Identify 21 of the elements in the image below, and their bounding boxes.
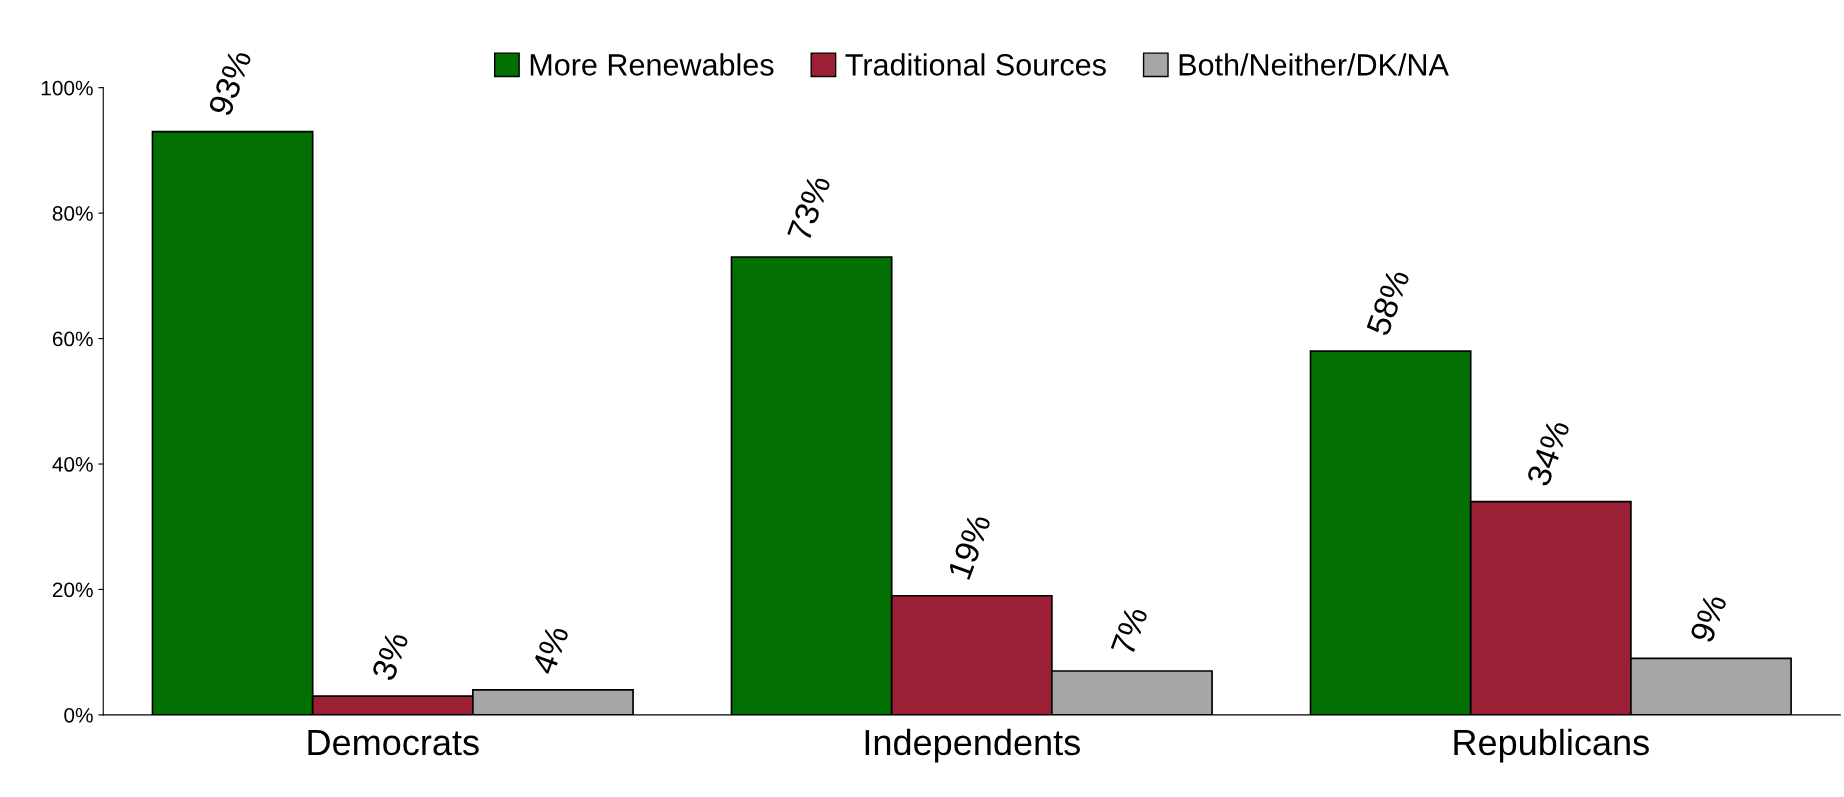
data-label: 19% bbox=[947, 512, 992, 580]
legend-label: Both/Neither/DK/NA bbox=[1179, 53, 1449, 76]
data-label: 3% bbox=[371, 630, 410, 682]
y-tick-label: 40% bbox=[52, 457, 93, 472]
y-tick-label: 100% bbox=[41, 80, 93, 96]
data-label: 93% bbox=[207, 48, 252, 117]
data-label: 73% bbox=[787, 174, 832, 243]
x-tick-label: Republicans bbox=[1454, 728, 1649, 763]
x-tick-label: Independents bbox=[865, 728, 1080, 763]
data-label: 7% bbox=[1110, 605, 1149, 656]
y-tick-label: 80% bbox=[52, 206, 93, 221]
data-label: 58% bbox=[1365, 268, 1411, 337]
y-tick-label: 0% bbox=[64, 707, 93, 723]
data-label: 34% bbox=[1526, 418, 1571, 488]
data-label: 9% bbox=[1689, 592, 1728, 644]
x-tick-label: Democrats bbox=[308, 730, 479, 756]
y-tick-label: 60% bbox=[52, 331, 93, 347]
y-tick-label: 20% bbox=[52, 582, 93, 598]
legend-label: More Renewables bbox=[530, 53, 774, 76]
data-label: 4% bbox=[531, 624, 570, 676]
legend-label: Traditional Sources bbox=[845, 53, 1106, 76]
